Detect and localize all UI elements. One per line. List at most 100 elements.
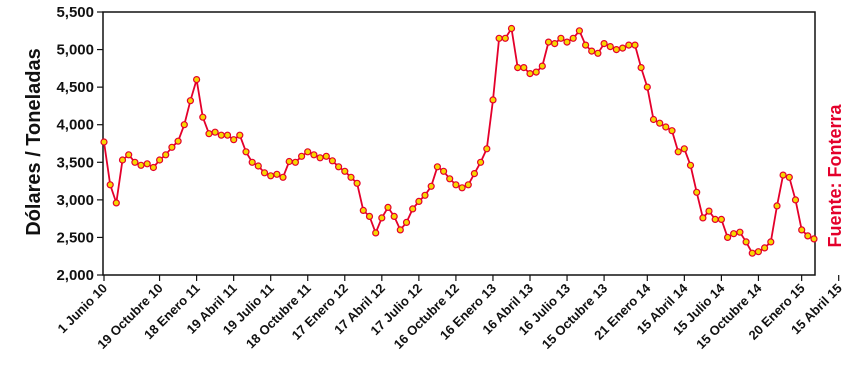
data-point — [328, 157, 336, 165]
data-point — [526, 69, 534, 78]
data-point — [618, 44, 627, 52]
data-point — [125, 151, 133, 159]
data-point — [538, 62, 546, 70]
data-point — [378, 214, 386, 222]
data-point — [211, 128, 219, 136]
data-point — [606, 42, 614, 51]
y-tick-label: 2,000 — [56, 267, 94, 284]
data-point — [279, 173, 287, 181]
data-point — [612, 45, 621, 54]
data-point — [273, 170, 281, 178]
y-axis-label: Dólares / Toneladas — [23, 48, 45, 235]
data-point — [631, 41, 639, 49]
data-point — [106, 181, 114, 189]
data-point — [588, 47, 596, 55]
data-point — [717, 215, 726, 223]
y-axis: 2,000 2,500 3,000 3,500 4,000 4,500 5,000 5,500 — [56, 4, 103, 284]
data-point — [699, 214, 707, 222]
data-point — [643, 83, 651, 91]
data-point — [544, 38, 553, 46]
plot-area — [102, 11, 816, 276]
data-point — [600, 39, 608, 48]
data-point — [779, 171, 787, 179]
x-tick-label: 1 Junio 10 — [55, 281, 111, 337]
data-point — [143, 160, 151, 168]
data-point — [433, 163, 441, 171]
data-point — [193, 75, 201, 84]
data-point — [520, 63, 528, 72]
data-point — [199, 113, 207, 121]
x-tick-label: 16 Octubre 12 — [391, 281, 462, 352]
data-point — [236, 131, 244, 139]
data-point — [656, 119, 664, 127]
data-point — [335, 163, 343, 171]
data-point — [131, 158, 139, 166]
y-tick-label: 2,500 — [56, 229, 94, 246]
data-point — [316, 154, 324, 162]
y-tick-label: 5,500 — [56, 4, 94, 21]
data-point — [156, 156, 164, 164]
y-tick-label: 4,000 — [56, 117, 94, 134]
data-point — [440, 167, 448, 175]
data-point — [495, 34, 503, 42]
data-point — [285, 157, 293, 166]
data-point — [532, 68, 540, 76]
data-point — [409, 205, 417, 213]
data-point — [575, 27, 584, 35]
data-point — [372, 229, 380, 237]
data-point — [569, 34, 577, 42]
data-point — [581, 41, 590, 49]
x-tick-label: 18 Octubre 11 — [243, 281, 314, 352]
data-point — [242, 148, 250, 156]
data-point — [174, 137, 182, 145]
data-point — [168, 143, 176, 151]
data-point — [489, 96, 497, 104]
data-point — [365, 212, 374, 220]
data-point — [118, 156, 127, 164]
data-point — [810, 235, 818, 243]
data-point — [649, 115, 658, 124]
data-point — [594, 49, 602, 57]
data-point — [260, 169, 269, 177]
data-point — [427, 182, 435, 190]
data-point — [736, 228, 744, 236]
data-point — [514, 63, 522, 72]
data-point — [347, 173, 355, 181]
data-point — [754, 248, 763, 256]
data-point — [798, 226, 806, 234]
data-point — [723, 233, 732, 241]
data-point — [742, 238, 750, 246]
data-point — [637, 63, 645, 72]
data-point — [686, 161, 695, 169]
data-point — [421, 191, 429, 199]
data-point — [791, 196, 800, 204]
data-point — [100, 138, 108, 146]
data-point — [149, 163, 157, 172]
source-label: Fuente: Fonterra — [825, 104, 845, 248]
data-point — [470, 170, 478, 178]
data-point — [446, 175, 454, 183]
data-point — [390, 212, 398, 220]
data-point — [662, 123, 670, 131]
data-point — [205, 130, 213, 138]
data-point — [760, 244, 769, 252]
data-point — [557, 34, 565, 42]
data-point — [223, 131, 232, 139]
data-point — [180, 121, 188, 129]
data-point — [248, 158, 256, 166]
data-point — [501, 34, 509, 42]
data-point — [230, 136, 238, 144]
data-point — [310, 151, 318, 159]
data-point — [767, 238, 775, 246]
data-point — [267, 172, 275, 180]
data-point — [402, 218, 411, 226]
data-point — [477, 158, 485, 166]
data-point — [137, 161, 145, 169]
data-point — [507, 24, 516, 33]
y-tick-label: 4,500 — [56, 79, 94, 96]
y-tick-label: 3,000 — [56, 192, 94, 209]
data-point — [625, 41, 633, 49]
data-point — [384, 203, 392, 211]
